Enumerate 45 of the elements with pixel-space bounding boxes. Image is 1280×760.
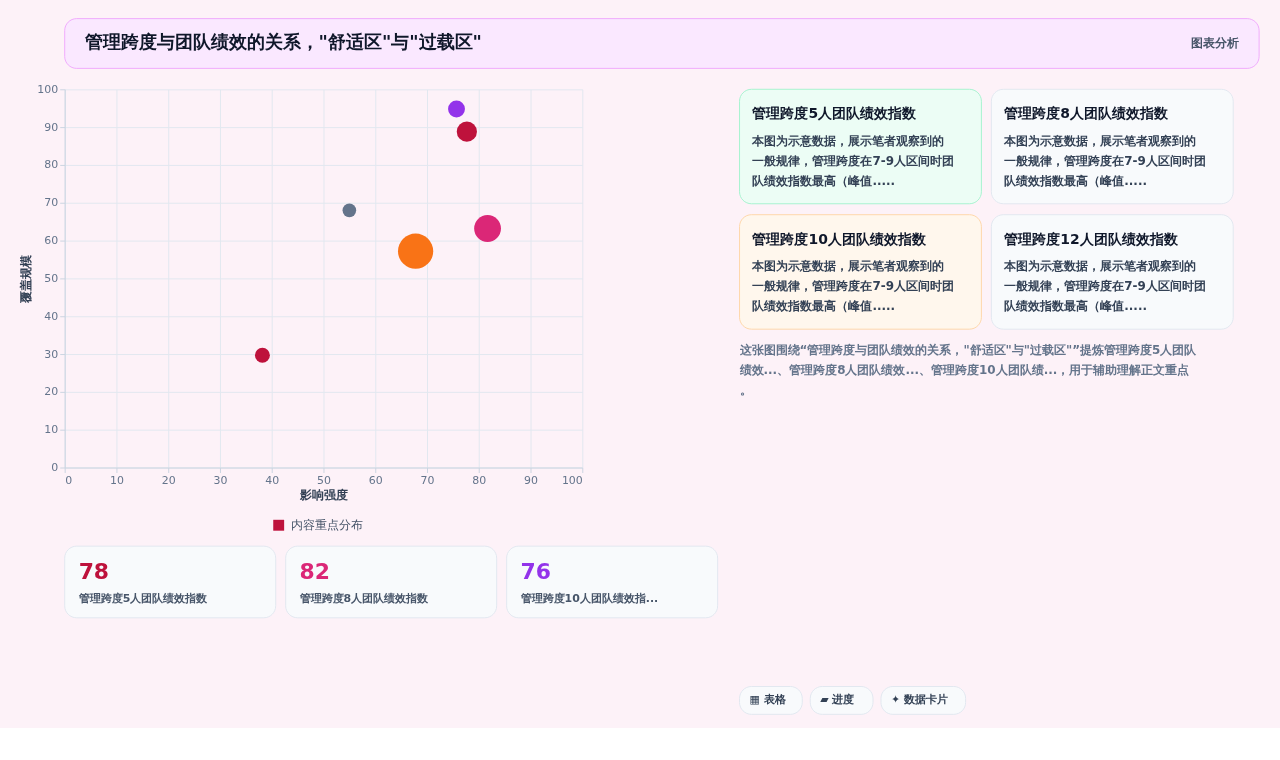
- y-tick-label: 0: [51, 461, 59, 474]
- x-tick-label: 30: [213, 473, 228, 487]
- x-axis-title: 影响强度: [298, 487, 348, 502]
- text: 管理跨度10人团队绩效指数: [751, 230, 927, 247]
- chart-title: 管理跨度与团队绩效的关系，"舒适区"与"过载区": [83, 31, 482, 53]
- text: ▰ 进度: [820, 693, 855, 707]
- text: 管理跨度10人团队绩效指...: [519, 591, 659, 605]
- x-tick-label: 10: [109, 473, 124, 487]
- y-tick-label: 70: [44, 196, 59, 210]
- text: 图表分析: [1191, 36, 1240, 51]
- x-tick-label: 0: [65, 473, 73, 487]
- text: 管理跨度8人团队绩效指数: [1003, 105, 1169, 122]
- x-tick-label: 90: [524, 473, 539, 487]
- y-tick-label: 50: [44, 271, 59, 285]
- y-tick-label: 40: [44, 309, 59, 323]
- text: 本图为示意数据，展示笔者观察到的一般规律，管理跨度在7-9人区间时团队绩效指数最高（峰值.....: [1003, 134, 1206, 188]
- text: 本图为示意数据，展示笔者观察到的一般规律，管理跨度在7-9人区间时团队绩效指数最高（峰值.....: [751, 259, 955, 314]
- x-tick-label: 70: [420, 473, 435, 487]
- text: 管理跨度5人团队绩效指数: [77, 591, 209, 605]
- x-tick-label: 40: [265, 473, 280, 487]
- y-tick-label: 10: [44, 423, 59, 437]
- x-tick-label: 20: [161, 473, 176, 487]
- text: 本图为示意数据，展示笔者观察到的一般规律，管理跨度在7-9人区间时团队绩效指数最高（峰值.....: [751, 134, 955, 188]
- text: 78: [78, 558, 110, 584]
- y-tick-label: 90: [44, 120, 59, 134]
- x-tick-label: 50: [317, 473, 331, 487]
- x-tick-label: 60: [368, 473, 383, 487]
- text: 82: [299, 558, 331, 584]
- text: ✦ 数据卡片: [890, 693, 948, 707]
- text: 这张图围绕“管理跨度与团队绩效的关系，"舒适区"与"过载区"”提炼管理跨度5人团队绩效...、管理跨度8人团队绩效...、管理跨度10人团队绩...，用于辅助理解正文重点。: [738, 343, 1198, 397]
- y-tick-label: 80: [44, 158, 59, 172]
- y-axis-title: 覆盖规模: [19, 254, 34, 304]
- y-tick-label: 100: [37, 82, 59, 96]
- y-tick-label: 30: [44, 347, 59, 361]
- text: ▦ 表格: [749, 693, 787, 707]
- text: 76: [520, 558, 552, 584]
- x-tick-label: 100: [561, 473, 583, 487]
- y-tick-label: 20: [44, 385, 59, 399]
- text: 管理跨度8人团队绩效指数: [298, 591, 430, 605]
- y-tick-label: 60: [44, 234, 59, 248]
- text: 管理跨度5人团队绩效指数: [751, 105, 918, 122]
- text: 管理跨度12人团队绩效指数: [1003, 230, 1179, 247]
- text: 本图为示意数据，展示笔者观察到的一般规律，管理跨度在7-9人区间时团队绩效指数最高（峰值.....: [1003, 259, 1206, 314]
- legend-label: 内容重点分布: [290, 518, 363, 533]
- x-tick-label: 80: [472, 473, 487, 487]
